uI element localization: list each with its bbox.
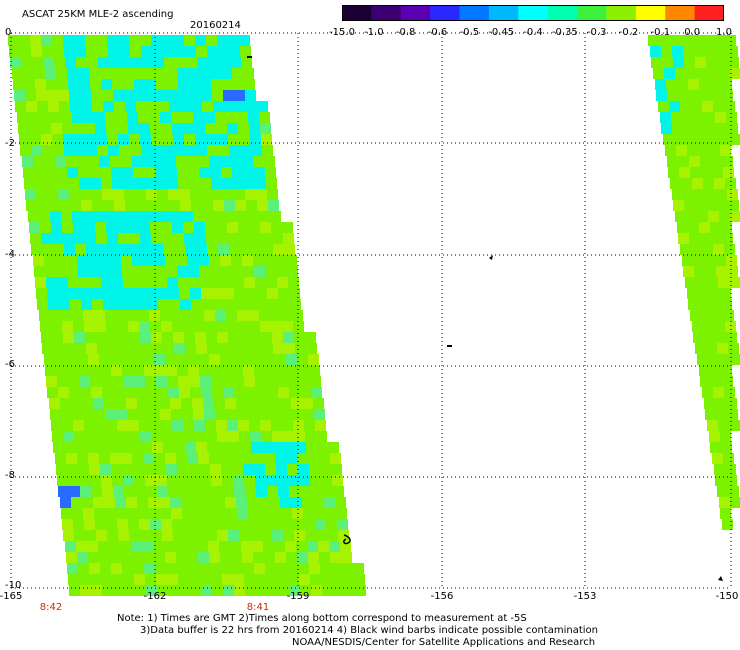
- colorbar-segment: [606, 5, 637, 21]
- lon-label-153w: -153: [573, 591, 597, 602]
- note-line-2: 3)Data buffer is 22 hrs from 20160214 4)…: [140, 625, 598, 636]
- lat-label-2s: -2: [5, 138, 15, 149]
- lon-label-159w: -159: [286, 591, 310, 602]
- graticule: [10, 32, 732, 589]
- wind-barb: [718, 576, 723, 581]
- lon-label-165w: -165: [0, 591, 23, 602]
- colorbar-label: -1.0: [364, 27, 384, 38]
- colorbar-label: -0.1: [650, 27, 671, 38]
- colorbar-segment: [577, 5, 607, 21]
- colorbar-label: -0.4: [523, 27, 543, 38]
- colorbar-segment: [635, 5, 666, 21]
- colorbar-segment: [488, 5, 519, 21]
- color-scale-labels: -15.0 -1.0 -0.8 -0.6 -0.5 -0.45 -0.4 -0.35 -0.3-…: [0, 20, 740, 38]
- colorbar-segment: [400, 5, 431, 21]
- colorbar-label: -0.35: [551, 27, 578, 38]
- wind-barb: [343, 534, 351, 545]
- lat-label-6s: -6: [5, 359, 15, 370]
- lat-label-0: 0: [5, 27, 12, 38]
- colorbar-label: -0.5: [459, 27, 480, 38]
- colorbar-label: -0.6: [427, 27, 448, 38]
- colorbar-label: -15.0: [329, 27, 355, 38]
- note-line-3: NOAA/NESDIS/Center for Satellite Applica…: [292, 637, 596, 648]
- colorbar-segment: [371, 5, 402, 21]
- time-label-left: 8:42: [39, 602, 63, 613]
- colorbar-segment: [665, 5, 696, 21]
- lat-label-4s: -4: [5, 249, 15, 260]
- colorbar-label: -0.8: [395, 27, 416, 38]
- colorbar-segment: [459, 5, 490, 21]
- lat-label-8s: -8: [5, 470, 15, 481]
- colorbar-label: 0.0: [684, 27, 701, 38]
- colorbar-label: -0.2: [618, 27, 639, 38]
- colorbar-segment: [342, 5, 372, 21]
- colorbar-segment: [547, 5, 578, 21]
- color-scale-bar: [342, 5, 724, 21]
- map-title: ASCAT 25KM MLE-2 ascending: [22, 9, 174, 20]
- colorbar-segment: [430, 5, 461, 21]
- lat-label-10s: -10: [5, 580, 22, 591]
- colorbar-segment: [518, 5, 549, 21]
- colorbar-label: -0.3: [586, 27, 607, 38]
- time-label-right: 8:41: [246, 602, 270, 613]
- lon-label-156w: -156: [430, 591, 454, 602]
- colorbar-label: -0.45: [488, 27, 515, 38]
- swath-layer: [8, 35, 740, 596]
- map-date: 20160214: [190, 20, 241, 31]
- wind-barbs: [247, 56, 723, 581]
- lon-label-150w: -150: [715, 591, 739, 602]
- colorbar-segment: [694, 5, 724, 21]
- lon-label-162w: -162: [143, 591, 167, 602]
- wind-barb: [489, 255, 493, 260]
- note-line-1: Note: 1) Times are GMT 2)Times along bot…: [117, 613, 527, 624]
